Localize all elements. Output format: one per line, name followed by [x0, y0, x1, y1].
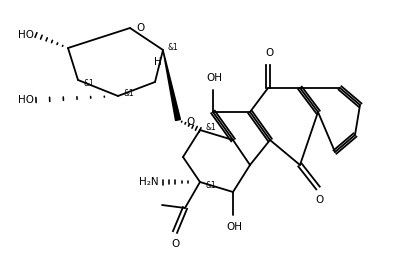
- Text: &1: &1: [205, 181, 216, 189]
- Text: O: O: [265, 48, 273, 58]
- Text: O: O: [315, 195, 323, 205]
- Polygon shape: [163, 50, 181, 120]
- Text: O: O: [172, 239, 180, 249]
- Text: &1: &1: [83, 78, 94, 87]
- Text: O: O: [136, 23, 144, 33]
- Text: H: H: [154, 57, 162, 67]
- Text: OH: OH: [226, 222, 242, 232]
- Text: &1: &1: [205, 123, 216, 132]
- Text: H₂N: H₂N: [139, 177, 159, 187]
- Text: HO: HO: [18, 30, 34, 40]
- Text: &1: &1: [168, 43, 179, 52]
- Text: HO: HO: [18, 95, 34, 105]
- Text: OH: OH: [206, 73, 222, 83]
- Text: O: O: [186, 117, 194, 127]
- Text: &1: &1: [123, 88, 134, 98]
